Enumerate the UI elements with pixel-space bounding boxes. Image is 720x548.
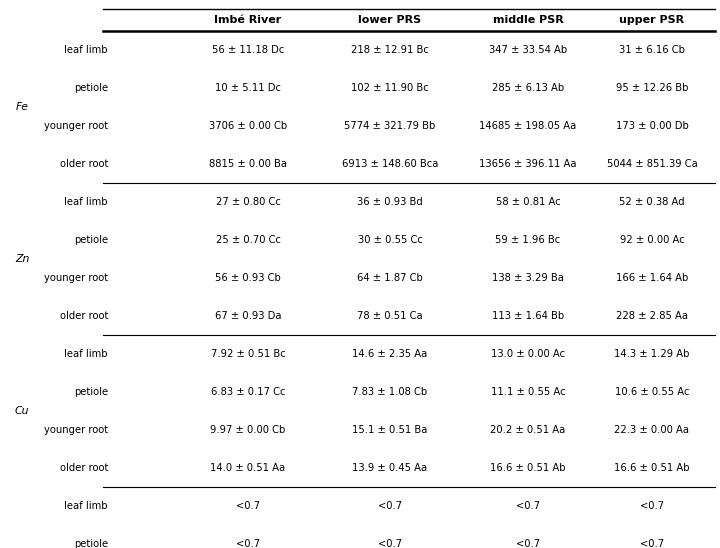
Text: 13.9 ± 0.45 Aa: 13.9 ± 0.45 Aa <box>352 463 428 473</box>
Text: 78 ± 0.51 Ca: 78 ± 0.51 Ca <box>357 311 423 321</box>
Text: 52 ± 0.38 Ad: 52 ± 0.38 Ad <box>619 197 685 207</box>
Text: younger root: younger root <box>44 425 108 435</box>
Text: younger root: younger root <box>44 273 108 283</box>
Text: 113 ± 1.64 Bb: 113 ± 1.64 Bb <box>492 311 564 321</box>
Text: 67 ± 0.93 Da: 67 ± 0.93 Da <box>215 311 282 321</box>
Text: 30 ± 0.55 Cc: 30 ± 0.55 Cc <box>358 235 423 245</box>
Text: leaf limb: leaf limb <box>65 501 108 511</box>
Text: 10.6 ± 0.55 Ac: 10.6 ± 0.55 Ac <box>615 387 689 397</box>
Text: leaf limb: leaf limb <box>65 45 108 55</box>
Text: 173 ± 0.00 Db: 173 ± 0.00 Db <box>616 121 688 131</box>
Text: <0.7: <0.7 <box>516 539 540 548</box>
Text: leaf limb: leaf limb <box>65 197 108 207</box>
Text: upper PSR: upper PSR <box>619 15 685 25</box>
Text: 16.6 ± 0.51 Ab: 16.6 ± 0.51 Ab <box>614 463 690 473</box>
Text: Fe: Fe <box>16 102 29 112</box>
Text: older root: older root <box>60 159 108 169</box>
Text: 138 ± 3.29 Ba: 138 ± 3.29 Ba <box>492 273 564 283</box>
Text: older root: older root <box>60 311 108 321</box>
Text: 22.3 ± 0.00 Aa: 22.3 ± 0.00 Aa <box>614 425 690 435</box>
Text: 95 ± 12.26 Bb: 95 ± 12.26 Bb <box>616 83 688 93</box>
Text: 14.3 ± 1.29 Ab: 14.3 ± 1.29 Ab <box>614 349 690 359</box>
Text: 6.83 ± 0.17 Cc: 6.83 ± 0.17 Cc <box>211 387 285 397</box>
Text: older root: older root <box>60 463 108 473</box>
Text: 13656 ± 396.11 Aa: 13656 ± 396.11 Aa <box>480 159 577 169</box>
Text: petiole: petiole <box>74 387 108 397</box>
Text: 14.0 ± 0.51 Aa: 14.0 ± 0.51 Aa <box>210 463 286 473</box>
Text: <0.7: <0.7 <box>236 501 260 511</box>
Text: 5044 ± 851.39 Ca: 5044 ± 851.39 Ca <box>607 159 698 169</box>
Text: <0.7: <0.7 <box>516 501 540 511</box>
Text: 10 ± 5.11 Dc: 10 ± 5.11 Dc <box>215 83 281 93</box>
Text: 7.83 ± 1.08 Cb: 7.83 ± 1.08 Cb <box>352 387 428 397</box>
Text: 25 ± 0.70 Cc: 25 ± 0.70 Cc <box>215 235 281 245</box>
Text: 8815 ± 0.00 Ba: 8815 ± 0.00 Ba <box>209 159 287 169</box>
Text: lower PRS: lower PRS <box>359 15 422 25</box>
Text: Imbé River: Imbé River <box>215 15 282 25</box>
Text: 218 ± 12.91 Bc: 218 ± 12.91 Bc <box>351 45 429 55</box>
Text: <0.7: <0.7 <box>236 539 260 548</box>
Text: 56 ± 11.18 Dc: 56 ± 11.18 Dc <box>212 45 284 55</box>
Text: 166 ± 1.64 Ab: 166 ± 1.64 Ab <box>616 273 688 283</box>
Text: <0.7: <0.7 <box>640 501 664 511</box>
Text: 36 ± 0.93 Bd: 36 ± 0.93 Bd <box>357 197 423 207</box>
Text: 14685 ± 198.05 Aa: 14685 ± 198.05 Aa <box>480 121 577 131</box>
Text: middle PSR: middle PSR <box>492 15 563 25</box>
Text: 11.1 ± 0.55 Ac: 11.1 ± 0.55 Ac <box>491 387 565 397</box>
Text: <0.7: <0.7 <box>378 501 402 511</box>
Text: 64 ± 1.87 Cb: 64 ± 1.87 Cb <box>357 273 423 283</box>
Text: 20.2 ± 0.51 Aa: 20.2 ± 0.51 Aa <box>490 425 566 435</box>
Text: Zn: Zn <box>15 254 30 264</box>
Text: 228 ± 2.85 Aa: 228 ± 2.85 Aa <box>616 311 688 321</box>
Text: 14.6 ± 2.35 Aa: 14.6 ± 2.35 Aa <box>352 349 428 359</box>
Text: 6913 ± 148.60 Bca: 6913 ± 148.60 Bca <box>342 159 438 169</box>
Text: 13.0 ± 0.00 Ac: 13.0 ± 0.00 Ac <box>491 349 565 359</box>
Text: 16.6 ± 0.51 Ab: 16.6 ± 0.51 Ab <box>490 463 566 473</box>
Text: 58 ± 0.81 Ac: 58 ± 0.81 Ac <box>495 197 560 207</box>
Text: petiole: petiole <box>74 83 108 93</box>
Text: 59 ± 1.96 Bc: 59 ± 1.96 Bc <box>495 235 561 245</box>
Text: 285 ± 6.13 Ab: 285 ± 6.13 Ab <box>492 83 564 93</box>
Text: younger root: younger root <box>44 121 108 131</box>
Text: 92 ± 0.00 Ac: 92 ± 0.00 Ac <box>620 235 685 245</box>
Text: <0.7: <0.7 <box>378 539 402 548</box>
Text: 9.97 ± 0.00 Cb: 9.97 ± 0.00 Cb <box>210 425 286 435</box>
Text: 102 ± 11.90 Bc: 102 ± 11.90 Bc <box>351 83 429 93</box>
Text: 5774 ± 321.79 Bb: 5774 ± 321.79 Bb <box>344 121 436 131</box>
Text: Cu: Cu <box>14 406 30 416</box>
Text: 3706 ± 0.00 Cb: 3706 ± 0.00 Cb <box>209 121 287 131</box>
Text: 56 ± 0.93 Cb: 56 ± 0.93 Cb <box>215 273 281 283</box>
Text: petiole: petiole <box>74 235 108 245</box>
Text: leaf limb: leaf limb <box>65 349 108 359</box>
Text: 7.92 ± 0.51 Bc: 7.92 ± 0.51 Bc <box>211 349 285 359</box>
Text: 15.1 ± 0.51 Ba: 15.1 ± 0.51 Ba <box>352 425 428 435</box>
Text: 31 ± 6.16 Cb: 31 ± 6.16 Cb <box>619 45 685 55</box>
Text: <0.7: <0.7 <box>640 539 664 548</box>
Text: 347 ± 33.54 Ab: 347 ± 33.54 Ab <box>489 45 567 55</box>
Text: petiole: petiole <box>74 539 108 548</box>
Text: 27 ± 0.80 Cc: 27 ± 0.80 Cc <box>215 197 280 207</box>
